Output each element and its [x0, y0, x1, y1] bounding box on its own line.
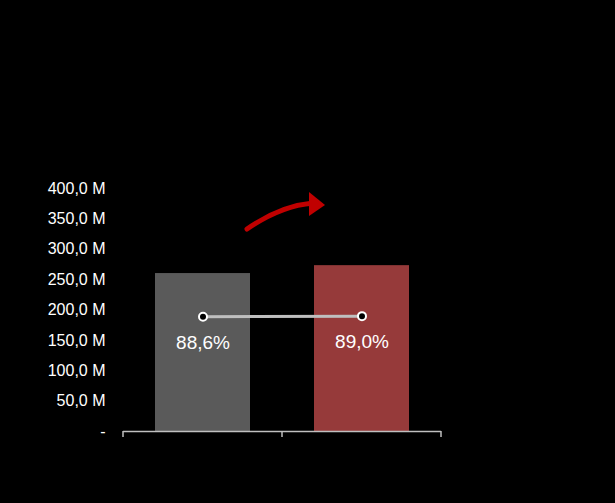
svg-text:250,0 M: 250,0 M [48, 271, 106, 288]
svg-text:350,0 M: 350,0 M [48, 210, 106, 227]
svg-text:-: - [100, 423, 105, 440]
svg-text:150,0 M: 150,0 M [48, 331, 106, 348]
svg-text:100,0 M: 100,0 M [48, 362, 106, 379]
svg-text:50,0 M: 50,0 M [57, 392, 106, 409]
svg-text:88,6%: 88,6% [176, 332, 230, 353]
svg-text:89,0%: 89,0% [335, 331, 389, 352]
svg-text:400,0 M: 400,0 M [48, 180, 106, 197]
svg-text:300,0 M: 300,0 M [48, 240, 106, 257]
svg-text:200,0 M: 200,0 M [48, 301, 106, 318]
